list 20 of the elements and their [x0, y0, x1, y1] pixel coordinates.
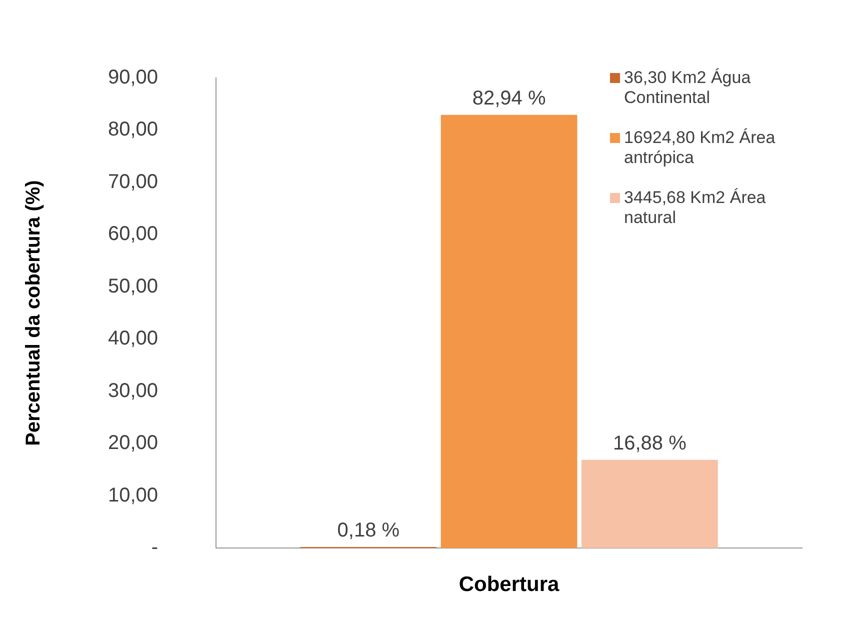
y-tick-label: 70,00: [108, 170, 158, 193]
y-tick-label: 50,00: [108, 275, 158, 298]
y-tick-label: 20,00: [108, 432, 158, 454]
legend-label: 3445,68 Km2 Área natural: [624, 188, 767, 228]
bar: [440, 114, 578, 548]
data-label: 0,18 %: [337, 520, 400, 542]
bar: [581, 460, 718, 548]
legend-label: 16924,80 Km2 Área antrópica: [624, 128, 776, 168]
x-axis-title: Cobertura: [458, 572, 560, 596]
data-label: 16,88 %: [612, 432, 687, 454]
y-tick-label: 90,00: [108, 66, 158, 89]
y-axis-title: Percentual da cobertura (%): [22, 180, 45, 446]
data-label: 82,94 %: [472, 87, 546, 110]
legend-label: 36,30 Km2 Água Continental: [624, 68, 752, 108]
y-tick-label: -: [151, 536, 158, 559]
y-tick-label: 80,00: [108, 118, 158, 141]
y-tick-label: 30,00: [108, 380, 158, 402]
y-tick-label: 40,00: [108, 328, 158, 350]
y-tick-label: 10,00: [108, 484, 158, 506]
y-tick-label: 60,00: [108, 223, 158, 246]
